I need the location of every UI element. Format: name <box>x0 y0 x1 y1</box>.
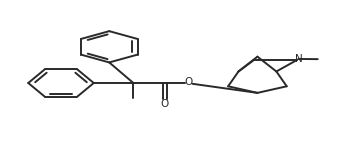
Text: O: O <box>161 99 169 109</box>
Text: O: O <box>184 77 193 87</box>
Text: N: N <box>294 54 302 64</box>
